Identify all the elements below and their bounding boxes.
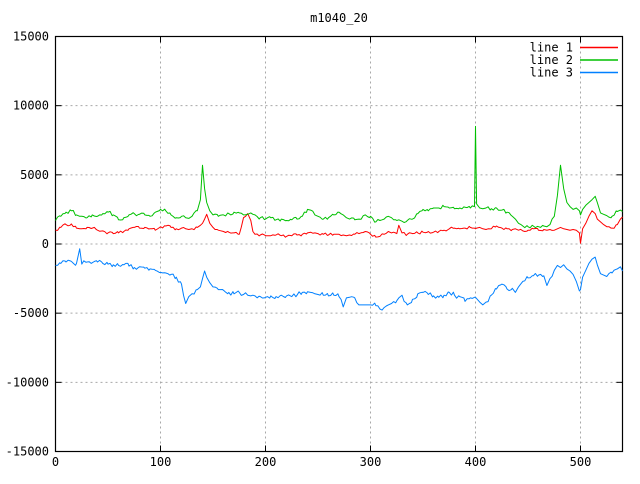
y-tick-label: 0 [42, 237, 49, 251]
legend: line 1 line 2 line 3 [530, 41, 618, 80]
x-tick-label: 100 [150, 455, 172, 469]
legend-label-line2: line 2 [530, 53, 573, 67]
x-tick-label: 0 [52, 455, 59, 469]
series-line-2 [55, 125, 623, 229]
plot-area [54, 35, 624, 453]
legend-label-line1: line 1 [530, 41, 573, 55]
y-tick-label: 10000 [13, 99, 49, 113]
series-line-3 [55, 248, 623, 311]
legend-label-line3: line 3 [530, 66, 573, 80]
x-tick-label: 200 [255, 455, 277, 469]
y-tick-label: 5000 [20, 168, 49, 182]
chart-title: m1040_20 [310, 11, 368, 25]
y-tick-label: -10000 [6, 375, 49, 389]
x-tick-label: 400 [465, 455, 487, 469]
series-line-1 [55, 210, 623, 244]
y-tick-label: -5000 [13, 306, 49, 320]
y-tick-label: 15000 [13, 30, 49, 44]
x-tick-label: 300 [360, 455, 382, 469]
y-tick-label: -15000 [6, 445, 49, 459]
x-tick-label: 500 [570, 455, 592, 469]
